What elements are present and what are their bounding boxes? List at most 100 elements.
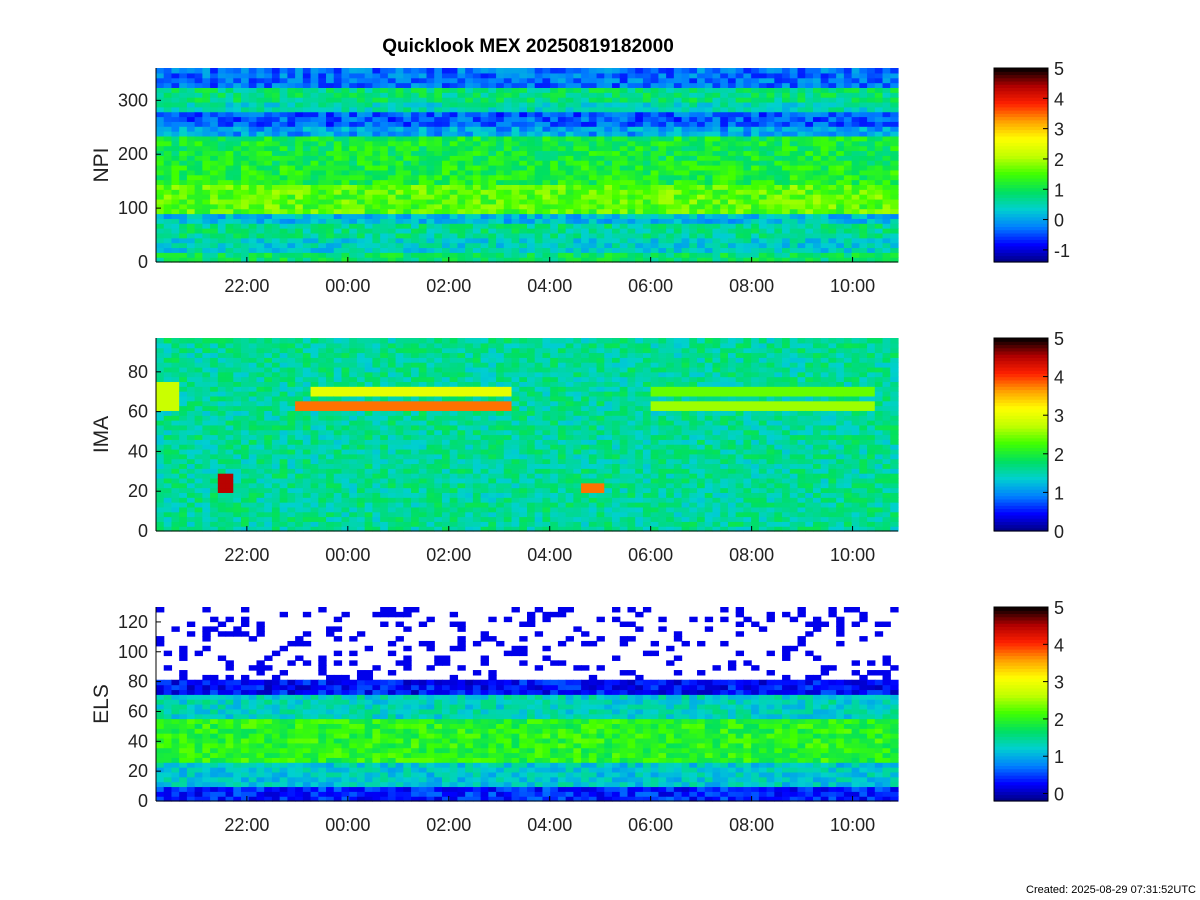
heatmap-cell — [774, 223, 783, 229]
heatmap-cell — [256, 342, 265, 349]
heatmap-cell — [890, 111, 899, 118]
heatmap-cell — [604, 68, 613, 74]
heatmap-cell — [341, 473, 350, 479]
heatmap-cell — [666, 145, 675, 152]
heatmap-cell — [279, 487, 288, 493]
heatmap-cell — [619, 228, 629, 234]
heatmap-cell — [658, 169, 667, 176]
heatmap-cell — [349, 444, 358, 450]
heatmap-cell — [519, 257, 528, 263]
heatmap-cell — [480, 257, 489, 263]
heatmap-cell — [349, 463, 358, 469]
heatmap-cell — [279, 366, 288, 373]
heatmap-cell — [248, 463, 258, 469]
heatmap-cell — [248, 381, 258, 387]
heatmap-cell — [271, 482, 281, 489]
heatmap-cell — [341, 116, 350, 122]
heatmap-cell — [704, 184, 714, 190]
heatmap-cell — [581, 257, 590, 263]
heatmap-cell — [681, 194, 690, 200]
heatmap-cell — [867, 174, 876, 181]
heatmap-cell — [194, 131, 203, 137]
heatmap-cell — [867, 213, 876, 219]
heatmap-cell — [356, 165, 366, 171]
heatmap-cell — [890, 126, 899, 132]
heatmap-cell — [534, 223, 544, 229]
heatmap-cell — [465, 223, 474, 229]
heatmap-cell — [836, 150, 845, 156]
heatmap-cell — [789, 189, 799, 195]
heatmap-cell — [279, 395, 288, 402]
heatmap-cell — [318, 242, 327, 249]
heatmap-cell — [418, 97, 428, 103]
heatmap-cell — [666, 77, 675, 84]
heatmap-cell — [828, 252, 837, 258]
heatmap-cell — [364, 165, 374, 171]
heatmap-cell — [496, 165, 505, 171]
heatmap-cell — [295, 439, 304, 445]
heatmap-cell — [851, 121, 860, 127]
heatmap-cell — [202, 242, 211, 249]
heatmap-cell — [364, 174, 374, 181]
heatmap-cell — [326, 347, 335, 354]
heatmap-cell — [573, 150, 582, 156]
heatmap-cell — [279, 463, 288, 469]
heatmap-cell — [743, 165, 752, 171]
heatmap-cell — [233, 439, 242, 445]
heatmap-cell — [727, 82, 737, 88]
heatmap-cell — [256, 439, 265, 445]
heatmap-cell — [418, 145, 428, 152]
heatmap-cell — [356, 526, 366, 532]
heatmap-cell — [843, 68, 853, 74]
heatmap-cell — [805, 97, 814, 103]
heatmap-cell — [434, 82, 443, 88]
heatmap-cell — [341, 189, 350, 195]
heatmap-cell — [341, 420, 350, 426]
heatmap-cell — [557, 77, 567, 84]
heatmap-cell — [333, 473, 343, 479]
heatmap-cell — [797, 252, 806, 258]
heatmap-cell — [264, 458, 273, 465]
heatmap-cell — [279, 106, 288, 113]
heatmap-cell — [434, 106, 443, 113]
heatmap-cell — [488, 198, 497, 205]
heatmap-cell — [743, 160, 752, 166]
heatmap-cell — [496, 194, 505, 200]
heatmap-cell — [179, 468, 188, 474]
heatmap-cell — [318, 257, 327, 263]
heatmap-cell — [349, 477, 358, 484]
heatmap-cell — [449, 126, 459, 132]
heatmap-cell — [163, 179, 173, 185]
heatmap-cell — [248, 189, 258, 195]
heatmap-cell — [380, 218, 389, 224]
heatmap-cell — [812, 145, 822, 152]
heatmap-cell — [210, 516, 219, 522]
heatmap-cell — [596, 237, 605, 244]
heatmap-cell — [333, 232, 343, 239]
heatmap-cell — [890, 72, 899, 79]
heatmap-cell — [457, 111, 466, 118]
heatmap-cell — [441, 68, 451, 74]
heatmap-cell — [735, 237, 745, 244]
heatmap-cell — [836, 208, 845, 215]
heatmap-cell — [449, 68, 459, 74]
heatmap-cell — [310, 502, 319, 508]
heatmap-cell — [650, 165, 659, 171]
heatmap-cell — [271, 77, 281, 84]
heatmap-cell — [310, 121, 319, 127]
heatmap-cell — [156, 497, 165, 503]
heatmap-cell — [387, 116, 397, 122]
heatmap-cell — [581, 77, 590, 84]
heatmap-cell — [264, 366, 273, 373]
heatmap-cell — [681, 232, 690, 239]
heatmap-cell — [712, 237, 721, 244]
heatmap-cell — [194, 228, 203, 234]
heatmap-cell — [457, 174, 466, 181]
heatmap-cell — [411, 97, 420, 103]
heatmap-cell — [441, 121, 451, 127]
heatmap-cell — [488, 77, 497, 84]
heatmap-cell — [217, 131, 227, 137]
heatmap-cell — [241, 101, 250, 108]
heatmap-cell — [596, 145, 605, 152]
heatmap-cell — [302, 458, 312, 465]
